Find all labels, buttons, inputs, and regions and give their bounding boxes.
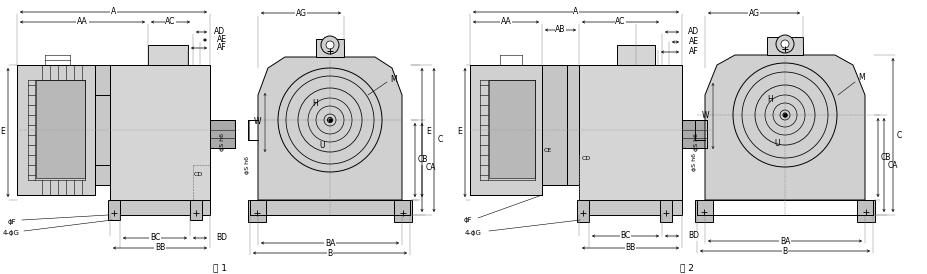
Circle shape	[781, 40, 788, 48]
FancyBboxPatch shape	[659, 200, 671, 222]
Text: AD: AD	[214, 27, 225, 36]
Text: ϕS h6: ϕS h6	[245, 156, 249, 174]
Text: B: B	[327, 249, 332, 258]
Text: AE: AE	[688, 38, 698, 47]
Text: AG: AG	[748, 8, 758, 18]
Text: 図 2: 図 2	[679, 264, 693, 273]
Text: C: C	[438, 136, 443, 144]
Text: ϕF: ϕF	[464, 217, 472, 223]
Text: W: W	[253, 118, 260, 127]
Text: CD: CD	[194, 173, 203, 178]
Text: W: W	[701, 112, 708, 121]
Text: ϕS h6: ϕS h6	[692, 153, 696, 171]
Polygon shape	[258, 57, 401, 200]
FancyBboxPatch shape	[541, 65, 566, 185]
FancyBboxPatch shape	[316, 39, 344, 57]
Text: H: H	[311, 98, 318, 107]
Text: H: H	[767, 96, 772, 104]
FancyBboxPatch shape	[578, 200, 681, 215]
Text: C: C	[896, 130, 901, 139]
Text: AF: AF	[689, 47, 698, 56]
FancyBboxPatch shape	[767, 37, 802, 55]
Circle shape	[775, 35, 794, 53]
Text: CE: CE	[543, 147, 552, 153]
FancyBboxPatch shape	[110, 65, 210, 200]
Circle shape	[325, 41, 334, 49]
Text: AC: AC	[165, 18, 175, 27]
Text: ϕS h6: ϕS h6	[220, 133, 224, 151]
FancyBboxPatch shape	[249, 200, 410, 215]
FancyBboxPatch shape	[190, 200, 202, 220]
FancyBboxPatch shape	[394, 200, 412, 222]
Text: BD: BD	[688, 232, 699, 241]
FancyBboxPatch shape	[95, 65, 110, 185]
Polygon shape	[705, 55, 864, 200]
FancyBboxPatch shape	[681, 120, 706, 148]
FancyBboxPatch shape	[36, 80, 85, 178]
Text: AA: AA	[500, 18, 511, 27]
Text: BA: BA	[779, 236, 789, 246]
FancyBboxPatch shape	[566, 65, 578, 185]
Text: 4-ϕG: 4-ϕG	[3, 230, 19, 236]
Text: 図 1: 図 1	[213, 264, 227, 273]
Text: AA: AA	[77, 18, 88, 27]
FancyBboxPatch shape	[489, 80, 535, 178]
Text: ϕS h6: ϕS h6	[693, 133, 698, 151]
FancyBboxPatch shape	[248, 200, 266, 222]
FancyBboxPatch shape	[210, 120, 235, 148]
Text: E: E	[457, 127, 462, 136]
Text: BA: BA	[324, 238, 335, 247]
Text: BB: BB	[155, 244, 165, 253]
Text: AG: AG	[295, 8, 306, 18]
Text: M: M	[857, 73, 864, 82]
Text: CB: CB	[880, 153, 891, 161]
Text: AC: AC	[615, 18, 625, 27]
Text: CA: CA	[887, 161, 897, 170]
Text: CB: CB	[417, 156, 428, 164]
Text: U: U	[319, 141, 324, 150]
Text: E: E	[425, 127, 430, 136]
FancyBboxPatch shape	[110, 200, 210, 215]
Text: CD: CD	[581, 156, 590, 161]
FancyBboxPatch shape	[856, 200, 874, 222]
Text: B: B	[781, 247, 787, 255]
Text: 4-ϕG: 4-ϕG	[464, 230, 481, 236]
FancyBboxPatch shape	[17, 65, 95, 195]
Text: A: A	[110, 7, 116, 16]
FancyBboxPatch shape	[578, 65, 681, 200]
Text: BC: BC	[620, 232, 630, 241]
Text: BD: BD	[216, 233, 227, 242]
FancyBboxPatch shape	[469, 65, 541, 195]
Text: AD: AD	[688, 27, 699, 36]
Text: E: E	[0, 127, 5, 136]
Text: M: M	[389, 76, 396, 84]
Text: BC: BC	[150, 233, 160, 242]
Text: U: U	[773, 138, 779, 147]
Text: AB: AB	[554, 25, 565, 35]
FancyBboxPatch shape	[577, 200, 589, 222]
Text: BB: BB	[625, 244, 635, 253]
Text: AF: AF	[217, 44, 226, 53]
FancyBboxPatch shape	[147, 45, 188, 65]
FancyBboxPatch shape	[108, 200, 120, 220]
FancyBboxPatch shape	[616, 45, 654, 65]
Circle shape	[321, 36, 338, 54]
Text: CA: CA	[425, 162, 436, 172]
Text: ϕF: ϕF	[8, 219, 17, 225]
FancyBboxPatch shape	[694, 200, 712, 222]
Text: AE: AE	[217, 36, 227, 44]
Text: A: A	[573, 7, 578, 16]
